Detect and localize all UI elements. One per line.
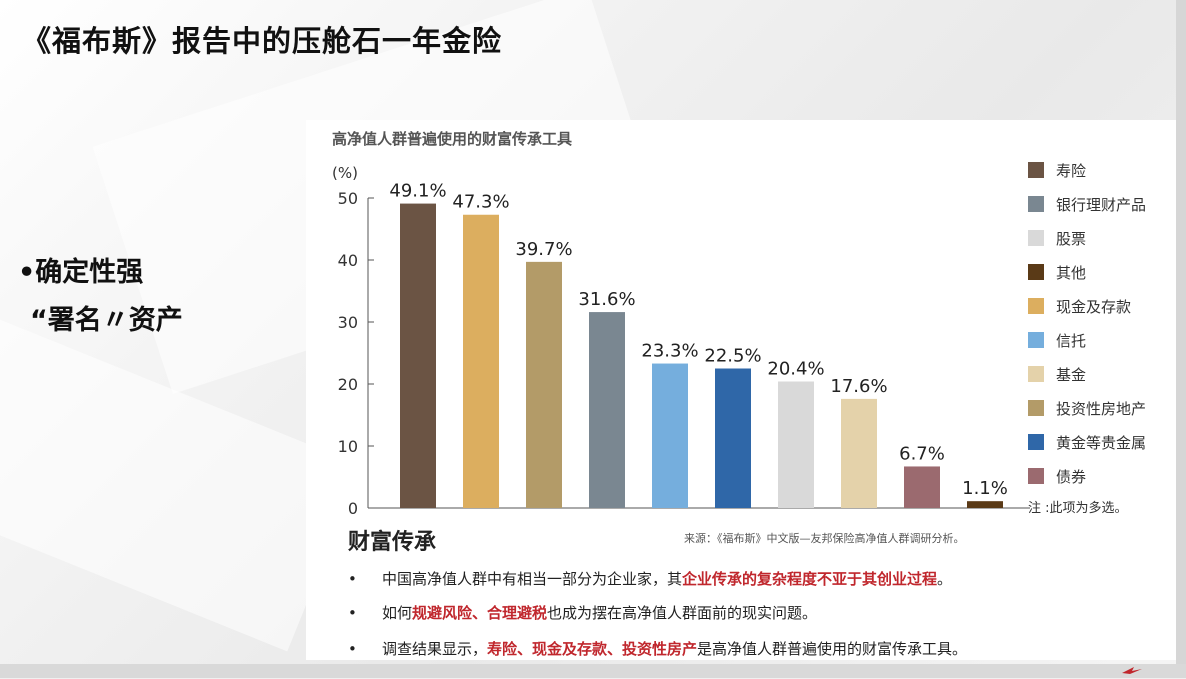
- bar-3: [526, 261, 562, 508]
- legend-label: 股票: [1056, 230, 1086, 248]
- bar-value-label: 49.1%: [389, 181, 446, 202]
- page-title: 《福布斯》报告中的压舱石一年金险: [22, 24, 503, 58]
- description-text: 中国高净值人群中有相当一部分为企业家，其: [382, 570, 683, 588]
- highlighted-text: 寿险、现金及存款、投资性房产: [487, 640, 698, 658]
- bullet-dot: •: [348, 604, 357, 622]
- bullet-certainty: •确定性强: [18, 257, 144, 288]
- y-tick-label: 30: [338, 313, 358, 332]
- legend-label: 债券: [1056, 468, 1086, 486]
- legend-swatch: [1028, 264, 1044, 280]
- legend-swatch: [1028, 162, 1044, 178]
- bar-value-label: 31.6%: [578, 289, 635, 310]
- legend-label: 寿险: [1056, 162, 1086, 180]
- slide-frame-right: [1176, 0, 1186, 678]
- section-heading: 财富传承: [348, 530, 437, 555]
- legend-label: 黄金等贵金属: [1056, 434, 1146, 452]
- legend-label: 信托: [1056, 332, 1086, 350]
- bar-value-label: 17.6%: [830, 376, 887, 397]
- bullet-named-asset: “署名〃资产: [30, 305, 183, 336]
- y-tick-label: 10: [338, 437, 358, 456]
- description-text: 是高净值人群普遍使用的财富传承工具。: [697, 640, 968, 658]
- y-axis-unit-label: (%): [332, 164, 358, 182]
- bar-value-label: 6.7%: [899, 443, 945, 464]
- chart-panel: 高净值人群普遍使用的财富传承工具 (%) 0 10 20 30 40 50 注 :此项为多选。 4…: [306, 120, 1176, 660]
- chart-title: 高净值人群普遍使用的财富传承工具: [332, 130, 572, 148]
- y-tick-label: 0: [348, 499, 358, 518]
- bar-value-label: 23.3%: [641, 341, 698, 362]
- source-note: 来源：《福布斯》中文版—友邦保险高净值人群调研分析。: [684, 532, 965, 545]
- description-line: • 如何规避风险、合理避税也成为摆在高净值人群面前的现实问题。: [348, 602, 1148, 623]
- highlighted-text: 规避风险、合理避税: [412, 604, 548, 622]
- bar-chart: 高净值人群普遍使用的财富传承工具 (%) 0 10 20 30 40 50 注 :此项为多选。 4…: [332, 130, 1146, 518]
- bar-9: [904, 466, 940, 508]
- legend-swatch: [1028, 468, 1044, 484]
- bar-7: [778, 381, 814, 508]
- bar-2: [463, 214, 499, 508]
- description-line: • 调查结果显示，寿险、现金及存款、投资性房产是高净值人群普遍使用的财富传承工具。: [348, 638, 1148, 659]
- legend-label: 银行理财产品: [1056, 196, 1146, 214]
- description-text: 也成为摆在高净值人群面前的现实问题。: [547, 604, 818, 622]
- legend-label: 投资性房地产: [1056, 400, 1146, 418]
- bar-10: [967, 501, 1003, 508]
- legend-swatch: [1028, 366, 1044, 382]
- description-line: • 中国高净值人群中有相当一部分为企业家，其企业传承的复杂程度不亚于其创业过程。: [348, 568, 1148, 589]
- y-tick-label: 20: [338, 375, 358, 394]
- chart-note: 注 :此项为多选。: [1028, 500, 1128, 516]
- bar-value-label: 1.1%: [962, 478, 1008, 499]
- company-logo: [1120, 660, 1144, 679]
- slide-frame-bottom: [0, 664, 1186, 678]
- legend-label: 基金: [1056, 366, 1086, 384]
- description-text: 调查结果显示，: [382, 640, 488, 658]
- y-tick-label: 50: [338, 189, 358, 208]
- highlighted-text: 企业传承的复杂程度不亚于其创业过程: [682, 570, 938, 588]
- description-text: 。: [937, 570, 953, 588]
- bullet-dot: •: [348, 570, 357, 588]
- bar-value-label: 20.4%: [767, 359, 824, 380]
- description-text: 如何: [382, 604, 413, 622]
- bar-8: [841, 398, 877, 508]
- bar-value-label: 39.7%: [515, 239, 572, 260]
- bar-value-label: 22.5%: [704, 346, 761, 367]
- legend-label: 其他: [1056, 264, 1086, 282]
- bullet-dot: •: [348, 640, 357, 658]
- legend-swatch: [1028, 400, 1044, 416]
- y-tick-label: 40: [338, 251, 358, 270]
- bar-5: [652, 363, 688, 508]
- legend-label: 现金及存款: [1056, 298, 1131, 316]
- legend-swatch: [1028, 332, 1044, 348]
- legend-swatch: [1028, 230, 1044, 246]
- bar-4: [589, 312, 625, 508]
- legend-swatch: [1028, 434, 1044, 450]
- legend-swatch: [1028, 298, 1044, 314]
- legend-swatch: [1028, 196, 1044, 212]
- bar-value-label: 47.3%: [452, 192, 509, 213]
- bar-1: [400, 203, 436, 508]
- bar-6: [715, 368, 751, 508]
